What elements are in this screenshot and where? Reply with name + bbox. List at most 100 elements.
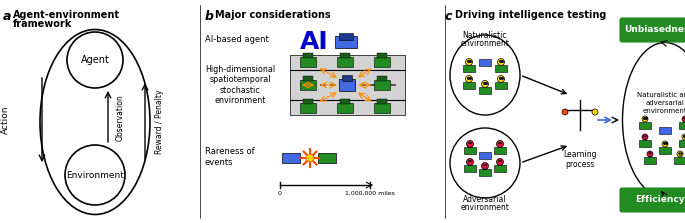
Circle shape [682,134,685,140]
Circle shape [466,76,473,83]
Circle shape [497,140,503,147]
Ellipse shape [450,128,520,198]
Circle shape [466,140,473,147]
Bar [377,76,387,81]
Bar [679,122,685,129]
Bar [659,147,671,154]
FancyBboxPatch shape [620,18,685,42]
Bar [335,36,357,48]
Bar [300,103,316,113]
Bar [330,84,336,86]
Text: Adversarial: Adversarial [463,196,507,204]
Text: b: b [205,10,214,23]
Text: environment: environment [460,39,510,47]
Circle shape [482,163,488,169]
Bar [639,140,651,147]
Circle shape [306,154,314,162]
Bar [374,80,390,90]
Circle shape [497,159,503,165]
Bar [342,75,353,81]
Text: AI: AI [300,30,329,54]
Bar [390,84,396,86]
Bar [644,157,656,164]
Circle shape [642,116,648,122]
Text: environment: environment [643,108,685,114]
FancyArrowPatch shape [523,146,566,162]
Bar [303,53,313,58]
FancyArrowPatch shape [523,76,566,94]
Bar [340,99,350,104]
Text: a: a [3,10,12,23]
Text: c: c [445,10,452,23]
Circle shape [677,151,683,157]
Bar [377,99,387,104]
Circle shape [662,141,668,147]
Bar [374,57,390,67]
Text: Rareness of
events: Rareness of events [205,147,255,167]
Text: Agent-environment: Agent-environment [13,10,120,20]
Text: environment: environment [460,204,510,213]
Bar [303,99,313,104]
Text: Action: Action [1,106,10,134]
Text: 0: 0 [278,191,282,196]
Text: Efficiency: Efficiency [635,196,685,204]
Text: Driving intelligence testing: Driving intelligence testing [455,10,606,20]
Text: Major considerations: Major considerations [215,10,331,20]
Bar [679,140,685,147]
Bar [495,65,507,72]
Bar [303,76,313,81]
Bar [340,84,346,86]
Bar [639,122,651,129]
Bar [320,84,326,86]
Bar [310,84,316,86]
Text: adversarial: adversarial [645,100,684,106]
Text: Reward / Penalty: Reward / Penalty [155,90,164,154]
Bar [300,80,316,90]
Bar [282,153,300,163]
Bar [370,84,376,86]
Circle shape [562,109,568,115]
Bar [479,87,491,94]
Circle shape [497,76,504,83]
Circle shape [497,58,504,66]
Bar [290,55,405,115]
Bar [350,84,356,86]
Circle shape [682,116,685,122]
Bar [479,59,491,66]
Circle shape [482,81,488,87]
Text: Learning
process: Learning process [563,150,597,169]
Circle shape [647,151,653,157]
Text: Observation: Observation [116,95,125,141]
FancyBboxPatch shape [620,188,685,212]
Ellipse shape [450,35,520,115]
Bar [374,103,390,113]
Text: High-dimensional
spatiotemporal
stochastic
environment: High-dimensional spatiotemporal stochast… [205,65,275,105]
Bar [340,53,350,58]
Bar [360,84,366,86]
Bar [380,84,386,86]
Circle shape [592,109,598,115]
Circle shape [466,159,473,165]
Ellipse shape [623,43,685,198]
Text: AI-based agent: AI-based agent [205,35,269,45]
Bar [337,103,353,113]
Bar [464,147,476,154]
Bar [494,147,506,154]
Circle shape [642,134,648,140]
Bar [340,79,356,91]
Text: Naturalistic and: Naturalistic and [637,92,685,98]
Text: Environment: Environment [66,171,124,180]
Text: 1,000,000 miles: 1,000,000 miles [345,191,395,196]
Text: Naturalistic: Naturalistic [463,31,508,39]
Text: Agent: Agent [81,55,110,65]
Circle shape [65,145,125,205]
Bar [659,127,671,134]
Bar [479,152,491,159]
Bar [339,33,353,40]
Text: Unbiasedness: Unbiasedness [625,25,685,35]
Bar [494,165,506,172]
Bar [463,82,475,89]
Bar [337,57,353,67]
Bar [463,65,475,72]
Circle shape [466,58,473,66]
